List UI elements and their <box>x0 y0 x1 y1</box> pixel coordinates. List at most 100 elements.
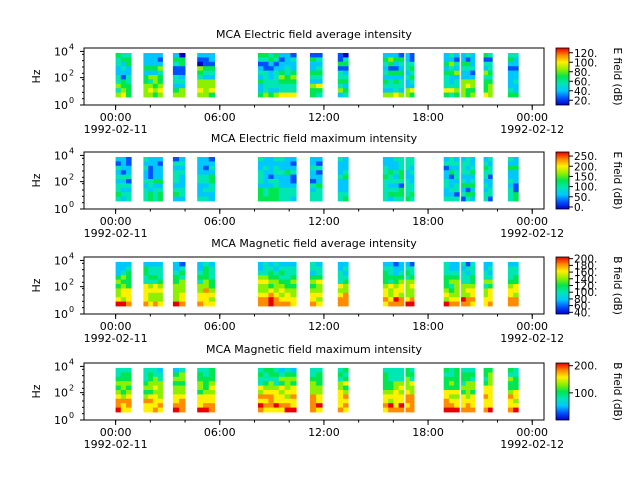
spectrogram-cell <box>197 92 204 98</box>
data-block <box>507 157 519 202</box>
spectrogram-cell <box>405 157 411 162</box>
spectrogram-cell <box>290 368 297 373</box>
spectrogram-cell <box>179 53 186 58</box>
spectrogram-cell <box>310 170 317 175</box>
spectrogram-cell <box>179 61 186 67</box>
data-block <box>278 53 297 98</box>
data-block <box>115 262 132 307</box>
y-tick-exponent: 2 <box>69 384 74 393</box>
spectrogram-cell <box>148 183 154 189</box>
spectrogram-cell <box>126 79 132 85</box>
spectrogram-cell <box>273 368 280 373</box>
spectrogram-cell <box>152 92 159 98</box>
spectrogram-cell <box>443 88 450 93</box>
spectrogram-cell <box>448 275 455 280</box>
spectrogram-cell <box>483 70 489 76</box>
spectrogram-cell <box>488 170 493 175</box>
spectrogram-cell <box>208 292 215 298</box>
spectrogram-cell <box>290 266 297 272</box>
spectrogram-cell <box>197 381 204 386</box>
x-tick-label: 18:00 <box>412 111 444 124</box>
spectrogram-cell <box>409 165 415 171</box>
spectrogram-cell <box>393 284 399 289</box>
spectrogram-cell <box>278 183 285 189</box>
spectrogram-cell <box>470 70 476 76</box>
y-tick-exponent: 4 <box>69 42 74 51</box>
spectrogram-cell <box>258 381 264 386</box>
spectrogram-cell <box>172 270 180 276</box>
spectrogram-cell <box>179 92 186 98</box>
spectrogram-cell <box>172 88 180 93</box>
spectrogram-cell <box>483 266 489 272</box>
spectrogram-cell <box>316 179 323 184</box>
spectrogram-cell <box>273 275 280 280</box>
spectrogram-cell <box>115 53 122 58</box>
spectrogram-cell <box>197 170 204 175</box>
spectrogram-cell <box>409 376 415 382</box>
spectrogram-cell <box>507 57 514 63</box>
spectrogram-cell <box>382 288 389 294</box>
spectrogram-cell <box>203 165 210 171</box>
spectrogram-cell <box>157 381 163 386</box>
x-tick-label: 12:00 <box>308 111 340 124</box>
spectrogram-cell <box>405 398 411 404</box>
spectrogram-cell <box>382 376 389 382</box>
colorbar <box>555 151 570 210</box>
spectrogram-cell <box>268 279 274 285</box>
spectrogram-cell <box>507 70 514 76</box>
spectrogram-cell <box>507 170 514 175</box>
spectrogram-cell <box>343 368 349 373</box>
spectrogram-cell <box>179 79 186 85</box>
spectrogram-cell <box>126 292 132 298</box>
spectrogram-cell <box>115 403 122 408</box>
spectrogram-cell <box>197 179 204 184</box>
spectrogram-cell <box>157 266 163 272</box>
spectrogram-cell <box>278 407 285 413</box>
x-tick-label: 00:00 <box>100 215 132 228</box>
spectrogram-cell <box>409 279 415 285</box>
spectrogram-cell <box>343 266 349 272</box>
spectrogram-cell <box>454 385 460 391</box>
colorbar-tick-label: 180. <box>574 260 597 272</box>
spectrogram-cell <box>273 385 280 391</box>
spectrogram-cell <box>507 403 514 408</box>
spectrogram-cell <box>405 92 411 98</box>
spectrogram-cell <box>388 88 394 93</box>
spectrogram-cell <box>398 407 405 413</box>
spectrogram-cell <box>461 394 467 400</box>
spectrogram-cell <box>143 372 149 378</box>
spectrogram-cell <box>405 196 411 202</box>
spectrogram-cell <box>172 66 180 71</box>
spectrogram-cell <box>263 88 269 93</box>
spectrogram-cell <box>443 192 450 197</box>
spectrogram-cell <box>409 288 415 294</box>
spectrogram-cell <box>268 376 274 382</box>
y-tick-base: 10 <box>54 99 68 112</box>
spectrogram-cell <box>337 79 344 85</box>
x-date-label: 1992-02-11 <box>84 123 148 136</box>
spectrogram-cell <box>443 297 450 302</box>
spectrogram-cell <box>507 279 514 285</box>
spectrogram-cell <box>268 70 274 76</box>
spectrogram-cell <box>483 288 489 294</box>
spectrogram-cell <box>398 170 405 175</box>
spectrogram-cell <box>152 381 159 386</box>
spectrogram-cell <box>409 79 415 85</box>
spectrogram-cell <box>488 174 493 180</box>
data-block <box>443 368 460 413</box>
spectrogram-cell <box>284 183 291 189</box>
spectrogram-cell <box>148 192 154 197</box>
spectrogram-cell <box>513 174 519 180</box>
spectrogram-cell <box>115 266 122 272</box>
spectrogram-cell <box>120 376 127 382</box>
spectrogram-cell <box>152 372 159 378</box>
spectrogram-cell <box>405 83 411 89</box>
spectrogram-cell <box>343 66 349 71</box>
spectrogram-cell <box>278 262 285 267</box>
spectrogram-cell <box>488 57 493 63</box>
spectrogram-cell <box>465 398 471 404</box>
spectrogram-cell <box>115 279 122 285</box>
spectrogram-cell <box>337 292 344 298</box>
spectrogram-cell <box>465 381 471 386</box>
